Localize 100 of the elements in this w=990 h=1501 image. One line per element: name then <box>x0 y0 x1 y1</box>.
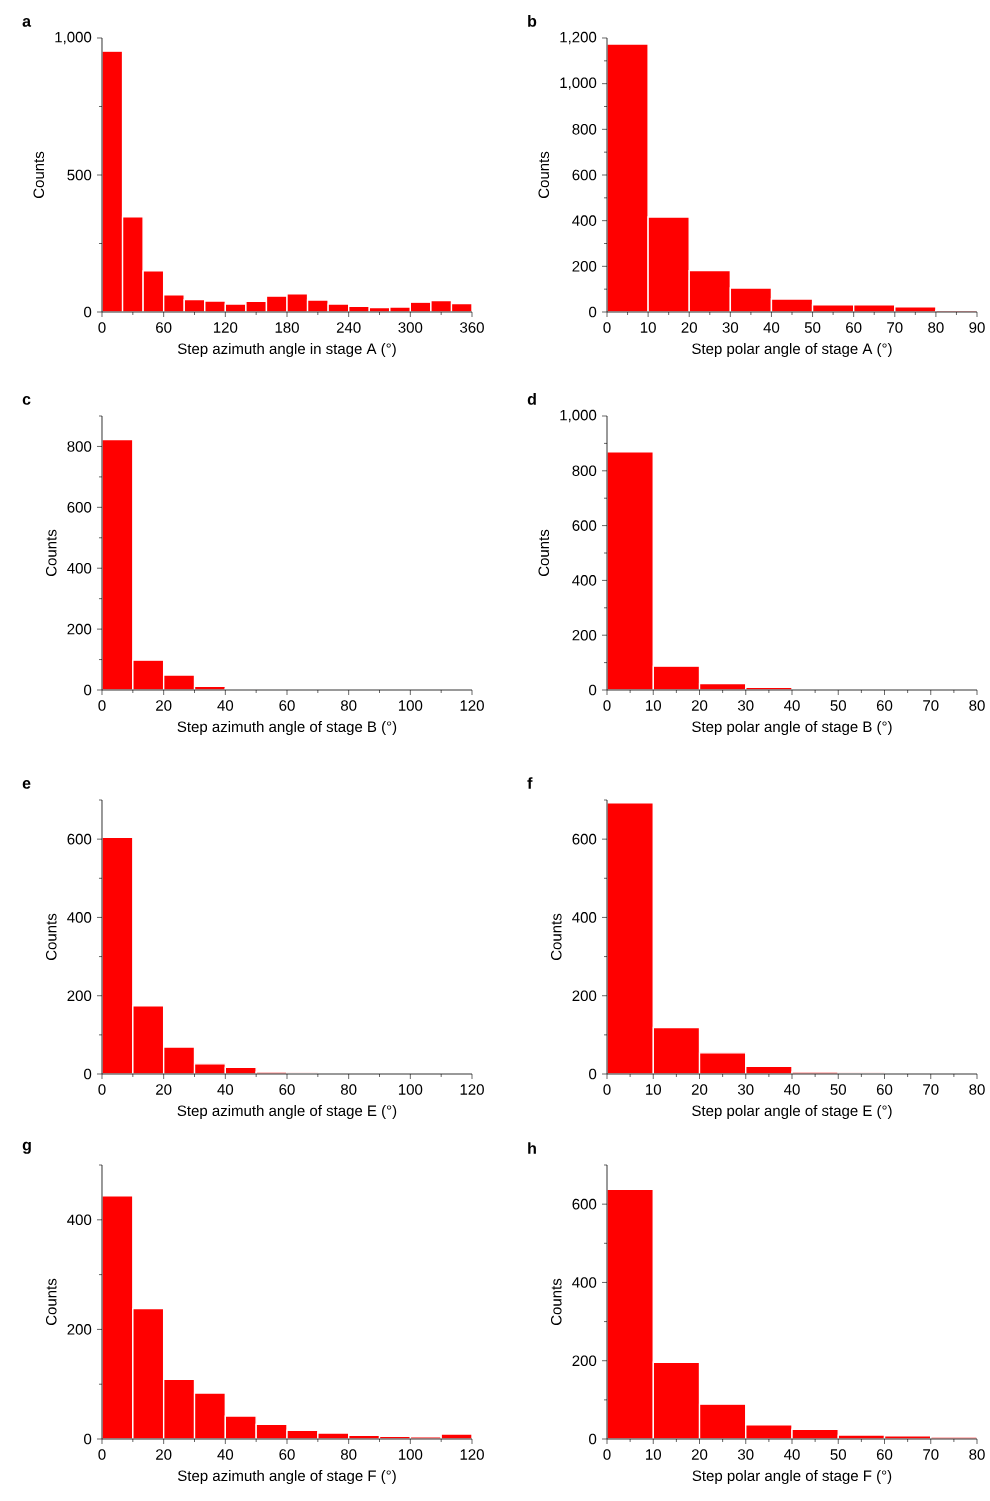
x-tick-label: 80 <box>340 700 357 711</box>
y-tick-label: 200 <box>67 1324 92 1335</box>
x-tick-label: 10 <box>640 322 656 333</box>
x-tick-label: 180 <box>275 322 299 333</box>
y-tick-label: 0 <box>84 306 92 318</box>
y-axis-title: Counts <box>538 151 550 198</box>
x-tick-label: 20 <box>691 700 708 711</box>
x-tick-label: 80 <box>340 1084 357 1095</box>
x-tick-label: 70 <box>923 1449 939 1460</box>
y-tick-label: 200 <box>572 990 597 1002</box>
x-tick-label: 10 <box>646 1084 661 1095</box>
x-tick-label: 40 <box>217 1084 234 1095</box>
y-tick-label: 800 <box>572 124 597 135</box>
y-tick-label: 400 <box>572 215 597 226</box>
x-tick-label: 10 <box>646 700 661 711</box>
y-tick-label: 500 <box>67 169 92 181</box>
y-tick-label: 800 <box>572 465 597 477</box>
x-axis-title: Step polar angle of stage E (°) <box>692 1105 892 1119</box>
x-tick-label: 80 <box>969 1449 985 1460</box>
chart-title: g <box>22 1141 31 1154</box>
x-tick-label: 100 <box>398 700 423 711</box>
y-tick-label: 1,000 <box>55 31 92 45</box>
chart-title: f <box>527 777 533 789</box>
x-tick-label: 120 <box>460 1449 484 1460</box>
x-tick-label: 20 <box>156 1449 172 1460</box>
x-tick-label: 50 <box>830 700 846 711</box>
x-tick-label: 0 <box>603 700 611 711</box>
x-tick-label: 60 <box>846 322 862 333</box>
y-tick-label: 200 <box>67 623 92 635</box>
y-tick-label: 1,000 <box>560 409 597 423</box>
y-tick-label: 200 <box>67 990 92 1002</box>
y-axis-title: Counts <box>45 529 57 576</box>
x-axis-title: Step polar angle of stage F (°) <box>692 1470 892 1485</box>
x-tick-label: 30 <box>737 1449 754 1460</box>
x-tick-label: 120 <box>213 322 238 333</box>
x-tick-label: 0 <box>98 700 106 711</box>
y-tick-label: 600 <box>67 833 92 845</box>
y-tick-label: 800 <box>67 441 92 452</box>
x-tick-label: 60 <box>279 700 295 711</box>
x-tick-label: 0 <box>603 1084 611 1095</box>
x-tick-label: 60 <box>876 700 893 711</box>
y-tick-label: 0 <box>84 1068 92 1080</box>
x-axis-title: Step azimuth angle of stage B (°) <box>177 721 397 735</box>
y-tick-label: 0 <box>589 1433 597 1445</box>
x-tick-label: 20 <box>691 1084 708 1095</box>
y-axis-title: Counts <box>538 529 550 576</box>
x-tick-label: 40 <box>784 1084 800 1095</box>
y-tick-label: 600 <box>67 502 92 513</box>
y-tick-label: 400 <box>67 1214 92 1226</box>
x-tick-label: 60 <box>156 322 172 333</box>
chart-title: h <box>528 1142 536 1154</box>
x-axis-title: Step azimuth angle in stage A (°) <box>177 343 396 357</box>
x-tick-label: 70 <box>923 700 939 711</box>
chart-title: e <box>22 780 31 789</box>
y-tick-label: 600 <box>572 169 597 181</box>
x-tick-label: 360 <box>460 322 484 333</box>
x-axis-title: Step azimuth angle of stage F (°) <box>177 1470 396 1485</box>
x-tick-label: 90 <box>969 322 985 333</box>
x-tick-label: 0 <box>603 1449 611 1460</box>
x-tick-label: 60 <box>876 1449 893 1460</box>
y-tick-label: 400 <box>67 912 92 923</box>
y-tick-label: 1,000 <box>560 77 597 90</box>
chart-title: a <box>22 18 32 27</box>
y-tick-label: 600 <box>572 833 597 845</box>
x-tick-label: 80 <box>928 322 944 333</box>
y-axis-title: Counts <box>550 913 562 960</box>
x-tick-label: 120 <box>460 700 484 711</box>
x-axis-title: Step polar angle of stage A (°) <box>692 343 892 357</box>
x-tick-label: 20 <box>681 322 697 333</box>
y-tick-label: 400 <box>572 1277 597 1288</box>
x-tick-label: 30 <box>722 322 739 333</box>
x-tick-label: 20 <box>691 1449 708 1460</box>
x-tick-label: 30 <box>737 700 754 711</box>
y-tick-label: 400 <box>572 575 597 586</box>
y-axis-title: Counts <box>45 1278 57 1326</box>
x-tick-label: 60 <box>279 1449 295 1460</box>
y-tick-label: 0 <box>84 684 92 696</box>
y-axis-title: Counts <box>550 1278 562 1326</box>
x-tick-label: 50 <box>804 322 821 333</box>
x-tick-label: 100 <box>398 1449 423 1460</box>
x-axis-title: Step polar angle of stage B (°) <box>692 721 892 735</box>
x-tick-label: 0 <box>603 322 611 333</box>
y-tick-label: 1,200 <box>560 31 597 45</box>
x-tick-label: 40 <box>217 1449 234 1460</box>
y-tick-label: 400 <box>67 562 92 574</box>
x-tick-label: 70 <box>887 322 903 333</box>
x-tick-label: 40 <box>217 700 234 711</box>
y-tick-label: 600 <box>572 1198 597 1210</box>
y-tick-label: 0 <box>589 1068 597 1080</box>
x-tick-label: 120 <box>460 1084 484 1095</box>
x-tick-label: 0 <box>98 1084 106 1095</box>
x-tick-label: 100 <box>398 1084 423 1095</box>
y-tick-label: 200 <box>572 629 597 641</box>
x-tick-label: 40 <box>763 322 780 333</box>
x-tick-label: 0 <box>98 322 106 333</box>
x-tick-label: 0 <box>98 1449 106 1460</box>
y-axis-title: Counts <box>33 151 45 198</box>
x-tick-label: 60 <box>876 1084 893 1095</box>
x-tick-label: 50 <box>830 1084 846 1095</box>
y-tick-label: 400 <box>572 912 597 923</box>
